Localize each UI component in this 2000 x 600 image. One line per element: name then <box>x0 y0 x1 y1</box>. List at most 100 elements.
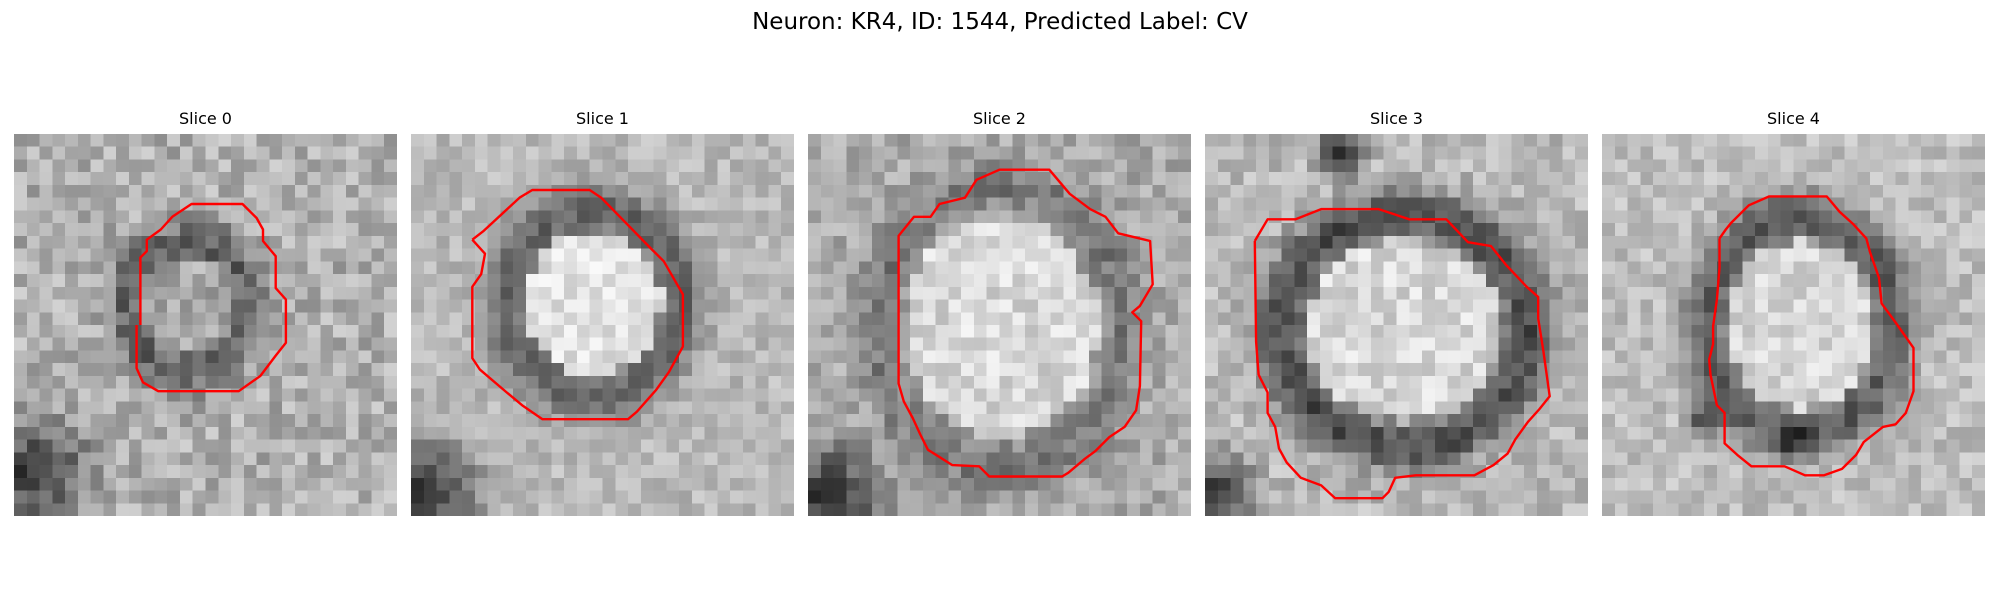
pixel-cell <box>487 401 501 415</box>
pixel-cell <box>897 159 911 173</box>
pixel-cell <box>269 490 283 504</box>
pixel-cell <box>691 337 706 352</box>
pixel-cell <box>808 210 822 224</box>
pixel-cell <box>1819 477 1833 492</box>
pixel-cell <box>602 426 616 441</box>
pixel-cell <box>141 401 156 415</box>
pixel-cell <box>1831 274 1846 288</box>
pixel-cell <box>1895 223 1909 237</box>
pixel-cell <box>358 426 373 441</box>
pixel-cell <box>935 388 950 402</box>
pixel-cell <box>1037 184 1052 199</box>
pixel-cell <box>90 223 104 237</box>
pixel-cell <box>167 325 181 339</box>
pixel-cell <box>1370 235 1385 250</box>
pixel-cell <box>269 337 283 352</box>
pixel-cell <box>755 197 770 211</box>
pixel-cell <box>1602 337 1616 352</box>
pixel-cell <box>730 223 744 237</box>
pixel-cell <box>243 363 258 377</box>
pixel-cell <box>243 134 258 148</box>
pixel-cell <box>167 350 181 364</box>
pixel-cell <box>1063 312 1077 326</box>
pixel-cell <box>1152 337 1167 352</box>
pixel-cell <box>1844 184 1858 199</box>
pixel-cell <box>1243 210 1257 224</box>
pixel-cell <box>1243 337 1257 352</box>
pixel-cell <box>1447 350 1461 364</box>
pixel-cell <box>345 337 360 352</box>
pixel-cell <box>717 350 731 364</box>
pixel-cell <box>1602 477 1616 492</box>
pixel-cell <box>973 350 988 364</box>
pixel-cell <box>1101 286 1115 301</box>
pixel-cell <box>884 452 898 466</box>
pixel-cell <box>307 235 321 250</box>
pixel-cell <box>1870 503 1884 516</box>
pixel-cell <box>820 159 835 173</box>
pixel-cell <box>39 388 53 402</box>
pixel-cell <box>1870 414 1884 428</box>
pixel-cell <box>1602 159 1616 173</box>
pixel-cell <box>1127 477 1141 492</box>
pixel-cell <box>1370 401 1385 415</box>
pixel-cell <box>704 426 718 441</box>
pixel-cell <box>1294 184 1308 199</box>
pixel-cell <box>1895 159 1909 173</box>
pixel-cell <box>1767 197 1782 211</box>
pixel-cell <box>589 312 604 326</box>
pixel-cell <box>1063 299 1077 313</box>
pixel-cell <box>1524 146 1538 161</box>
pixel-cell <box>116 414 130 428</box>
pixel-cell <box>116 439 130 453</box>
pixel-cell <box>205 312 219 326</box>
pixel-cell <box>1614 414 1629 428</box>
pixel-cell <box>1460 312 1474 326</box>
pixel-cell <box>500 337 514 352</box>
pixel-cell <box>1704 248 1718 262</box>
pixel-cell <box>1511 312 1525 326</box>
pixel-cell <box>333 414 347 428</box>
pixel-cell <box>1498 325 1512 339</box>
pixel-cell <box>462 439 476 453</box>
pixel-cell <box>1358 134 1372 148</box>
pixel-cell <box>1857 248 1871 262</box>
pixel-cell <box>1895 439 1909 453</box>
pixel-cell <box>628 325 642 339</box>
pixel-cell <box>653 146 667 161</box>
pixel-cell <box>1972 197 1985 211</box>
pixel-cell <box>871 286 886 301</box>
pixel-cell <box>1460 503 1474 516</box>
pixel-cell <box>1139 210 1154 224</box>
pixel-cell <box>679 477 693 492</box>
pixel-cell <box>820 375 835 390</box>
pixel-cell <box>666 414 680 428</box>
pixel-cell <box>897 465 911 479</box>
pixel-cell <box>1691 414 1705 428</box>
pixel-cell <box>551 503 565 516</box>
pixel-cell <box>205 477 219 492</box>
pixel-cell <box>666 439 680 453</box>
pixel-cell <box>1755 325 1769 339</box>
pixel-cell <box>436 388 450 402</box>
pixel-cell <box>1640 350 1654 364</box>
pixel-cell <box>781 490 794 504</box>
pixel-cell <box>1498 261 1512 275</box>
pixel-cell <box>640 286 655 301</box>
pixel-cell <box>922 184 937 199</box>
pixel-cell <box>602 286 616 301</box>
pixel-cell <box>26 261 41 275</box>
pixel-cell <box>1473 261 1487 275</box>
pixel-cell <box>1793 426 1807 441</box>
pixel-cell <box>14 465 28 479</box>
pixel-cell <box>1460 414 1474 428</box>
pixel-cell <box>1575 375 1588 390</box>
pixel-cell <box>1614 172 1629 186</box>
pixel-cell <box>859 426 873 441</box>
pixel-cell <box>282 363 296 377</box>
pixel-cell <box>1114 375 1128 390</box>
pixel-cell <box>808 146 822 161</box>
pixel-cell <box>704 134 718 148</box>
pixel-cell <box>1152 414 1167 428</box>
pixel-cell <box>576 401 591 415</box>
